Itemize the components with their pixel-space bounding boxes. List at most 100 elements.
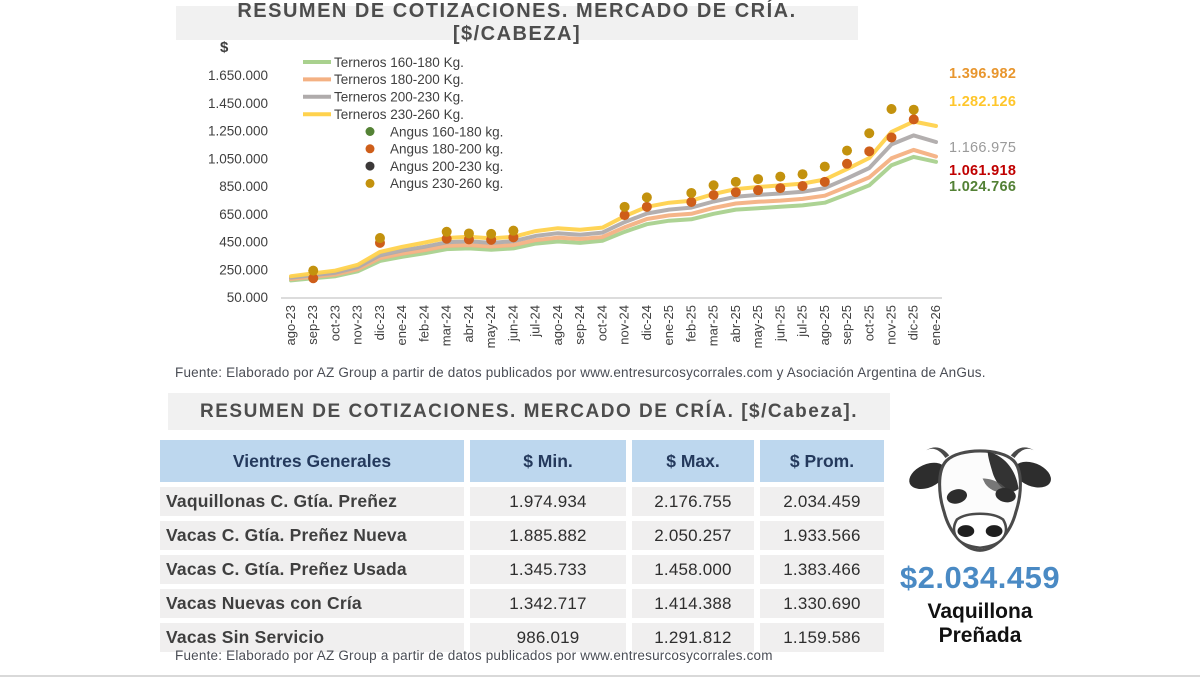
table-cell-min: 1.345.733	[470, 555, 626, 584]
svg-text:850.000: 850.000	[219, 179, 268, 194]
highlight-category-line1: Vaquillona	[927, 600, 1033, 623]
table-cell-prom: 1.159.586	[760, 623, 884, 652]
table-header-value: $ Max.	[632, 440, 754, 482]
svg-text:mar-25: mar-25	[706, 305, 721, 346]
svg-text:may-24: may-24	[483, 305, 498, 348]
series-end-value-label: 1.024.766	[949, 179, 1016, 195]
svg-text:jul-25: jul-25	[795, 305, 810, 338]
quotes-table: Vientres Generales $ Min. $ Max. $ Prom. Vaq…	[160, 440, 886, 652]
svg-text:abr-24: abr-24	[461, 305, 476, 343]
highlight-price: $2.034.459	[899, 560, 1061, 595]
table-cell-min: 1.885.882	[470, 521, 626, 550]
legend-dot-swatch	[365, 161, 375, 171]
svg-text:jun-25: jun-25	[772, 305, 787, 342]
svg-text:dic-23: dic-23	[372, 305, 387, 340]
table-row-label: Vacas C. Gtía. Preñez Usada	[160, 555, 464, 584]
table-row-label: Vacas C. Gtía. Preñez Nueva	[160, 521, 464, 550]
svg-text:ene-26: ene-26	[928, 305, 943, 345]
table-cell-min: 1.342.717	[470, 589, 626, 618]
table-cell-max: 2.050.257	[632, 521, 754, 550]
svg-text:dic-24: dic-24	[639, 305, 654, 340]
svg-text:1.050.000: 1.050.000	[208, 151, 268, 166]
table-title: RESUMEN DE COTIZACIONES. MERCADO DE CRÍA…	[168, 393, 890, 430]
svg-text:nov-23: nov-23	[350, 305, 365, 345]
svg-text:1.250.000: 1.250.000	[208, 124, 268, 139]
table-row-label: Vacas Sin Servicio	[160, 623, 464, 652]
table-cell-prom: 1.330.690	[760, 589, 884, 618]
svg-text:dic-25: dic-25	[906, 305, 921, 340]
table-header-value: $ Prom.	[760, 440, 884, 482]
legend-label: Terneros 200-230 Kg.	[334, 90, 464, 105]
legend-label: Angus 200-230 kg.	[390, 159, 503, 174]
legend-label: Terneros 160-180 Kg.	[334, 55, 464, 70]
line-series	[289, 154, 938, 283]
line-series	[289, 147, 938, 281]
legend-dot-swatch	[365, 127, 375, 136]
svg-text:may-25: may-25	[750, 305, 765, 348]
svg-text:oct-25: oct-25	[861, 305, 876, 341]
highlight-category-line2: Preñada	[938, 624, 1022, 648]
series-end-value-label: 1.396.982	[949, 66, 1016, 82]
svg-text:oct-23: oct-23	[327, 305, 342, 341]
table-cell-min: 986.019	[470, 623, 626, 652]
svg-text:sep-23: sep-23	[305, 305, 320, 345]
svg-text:ago-23: ago-23	[283, 305, 298, 345]
svg-text:sep-25: sep-25	[839, 305, 854, 345]
chart-title: RESUMEN DE COTIZACIONES. MERCADO DE CRÍA…	[176, 0, 858, 45]
svg-text:ago-25: ago-25	[817, 305, 832, 345]
svg-text:jul-24: jul-24	[528, 305, 543, 338]
table-row-label: Vaquillonas C. Gtía. Preñez	[160, 487, 464, 516]
svg-text:jun-24: jun-24	[505, 305, 520, 342]
table-cell-prom: 2.034.459	[760, 487, 884, 516]
table-cell-max: 1.291.812	[632, 623, 754, 652]
svg-text:ene-25: ene-25	[661, 305, 676, 345]
line-series	[289, 119, 938, 279]
svg-text:650.000: 650.000	[219, 207, 268, 222]
svg-text:abr-25: abr-25	[728, 305, 743, 343]
legend-dot-swatch	[365, 178, 375, 188]
legend-label: Angus 230-260 kg.	[390, 176, 503, 191]
svg-text:feb-25: feb-25	[683, 305, 698, 342]
series-end-value-label: 1.166.975	[949, 140, 1016, 156]
legend-dot-swatch	[365, 144, 375, 154]
svg-text:$: $	[220, 39, 229, 56]
price-evolution-chart: $1.650.000 1.450.000 1.250.000 1.050.000 850…	[208, 39, 1016, 348]
table-cell-prom: 1.933.566	[760, 521, 884, 550]
svg-text:ene-24: ene-24	[394, 305, 409, 345]
svg-text:mar-24: mar-24	[439, 305, 454, 346]
highlight-panel: $2.034.459 Vaquillona Preñada	[890, 440, 1070, 648]
line-series	[289, 133, 938, 280]
table-cell-max: 1.458.000	[632, 555, 754, 584]
svg-text:sep-24: sep-24	[572, 305, 587, 345]
cow-head-icon	[909, 447, 1051, 552]
svg-text:450.000: 450.000	[219, 235, 268, 250]
table-source-note: Fuente: Elaborado por AZ Group a partir …	[175, 648, 773, 663]
svg-text:feb-24: feb-24	[416, 305, 431, 342]
scatter-series	[308, 103, 919, 276]
svg-text:nov-25: nov-25	[884, 305, 899, 345]
table-header-category: Vientres Generales	[160, 440, 464, 482]
table-cell-prom: 1.383.466	[760, 555, 884, 584]
series-end-value-label: 1.282.126	[949, 94, 1016, 110]
chart-source-note: Fuente: Elaborado por AZ Group a partir …	[175, 365, 986, 380]
legend-label: Angus 180-200 kg.	[390, 142, 503, 157]
table-cell-max: 2.176.755	[632, 487, 754, 516]
highlight-category-label: Vaquillona Preñada	[890, 600, 1070, 648]
chart-legend: Terneros 160-180 Kg. Terneros 180-200 Kg.…	[303, 55, 503, 191]
svg-text:50.000: 50.000	[227, 290, 268, 305]
chart-canvas: $1.650.000 1.450.000 1.250.000 1.050.000 850…	[208, 39, 1016, 348]
legend-label: Angus 160-180 kg.	[390, 124, 503, 139]
svg-text:nov-24: nov-24	[617, 305, 632, 345]
series-end-value-label: 1.061.918	[949, 163, 1016, 179]
table-header-value: $ Min.	[470, 440, 626, 482]
svg-text:250.000: 250.000	[219, 262, 268, 277]
svg-text:oct-24: oct-24	[594, 305, 609, 341]
legend-label: Terneros 230-260 Kg.	[334, 107, 464, 122]
x-axis: ago-23 sep-23 oct-23 nov-23 dic-23 ene-24 feb-…	[283, 305, 943, 348]
svg-text:ago-24: ago-24	[550, 305, 565, 345]
svg-text:1.450.000: 1.450.000	[208, 96, 268, 111]
table-cell-min: 1.974.934	[470, 487, 626, 516]
legend-label: Terneros 180-200 Kg.	[334, 72, 464, 87]
svg-text:1.650.000: 1.650.000	[208, 68, 268, 83]
